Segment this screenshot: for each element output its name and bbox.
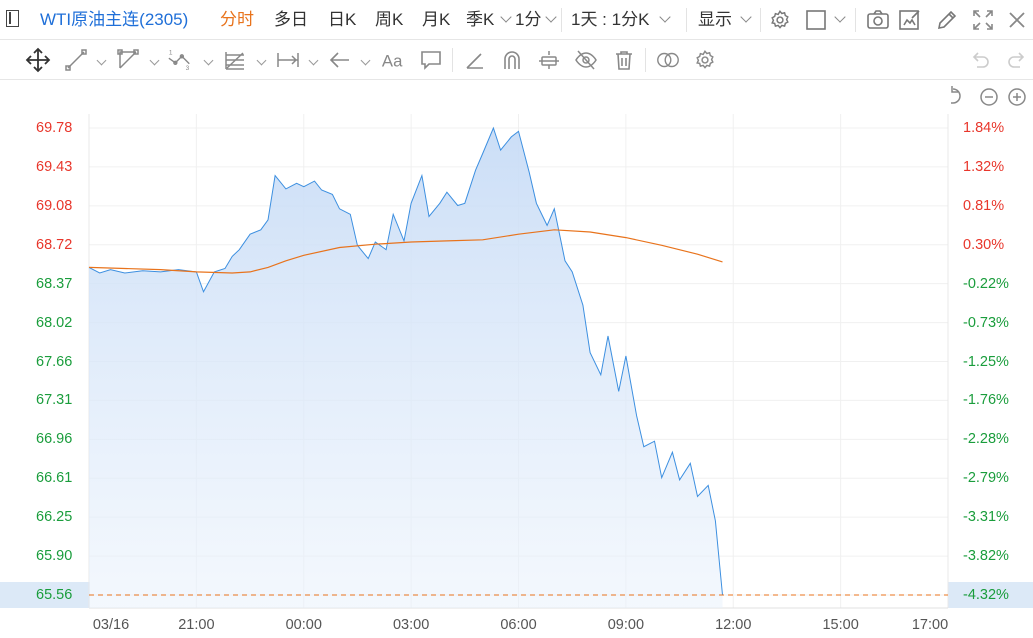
layout-square-icon[interactable] (803, 7, 829, 33)
time-tick-label: 06:00 (500, 617, 537, 633)
price-tick-label: 67.31 (36, 392, 73, 409)
percent-tick-label: -0.73% (963, 314, 1009, 331)
time-tick-label: 09:00 (607, 617, 645, 633)
comment-tool-icon[interactable] (418, 47, 444, 73)
percent-tick-label: -1.25% (963, 353, 1009, 370)
percent-tick-label: -3.31% (963, 509, 1009, 526)
chevron-down-icon[interactable] (300, 47, 326, 73)
edit-image-icon[interactable] (897, 7, 923, 33)
move-cross-icon[interactable] (25, 47, 51, 73)
tab-daily-k[interactable]: 日K (328, 10, 357, 29)
time-tick-label: 03/16 (92, 617, 130, 633)
percent-tick-label: -1.76% (963, 392, 1009, 409)
display-label: 显示 (698, 10, 732, 29)
ruler-angle-icon[interactable] (462, 47, 488, 73)
percent-tick-label: -0.22% (963, 275, 1009, 292)
svg-text:1: 1 (169, 49, 173, 56)
price-tick-label: 66.25 (36, 509, 73, 526)
range-select[interactable]: 1天 : 1分K (571, 0, 672, 40)
time-tick-label: 00:00 (285, 617, 322, 633)
price-tick-label: 68.02 (36, 314, 73, 331)
chevron-down-icon (659, 11, 672, 23)
layout-chevron-icon[interactable] (830, 0, 846, 40)
price-tick-label: 66.61 (36, 470, 73, 487)
channel-tool-icon[interactable] (115, 47, 141, 73)
time-tick-label: 12:00 (715, 617, 752, 633)
reset-zoom-icon[interactable] (951, 86, 961, 104)
svg-text:3: 3 (186, 65, 190, 72)
interval-select[interactable]: 1分 (515, 0, 558, 40)
percent-tick-label: -4.32% (963, 587, 1009, 603)
redo-icon[interactable] (1004, 47, 1030, 73)
percent-tick-label: 1.32% (963, 158, 1005, 175)
settings-gear-icon[interactable] (767, 7, 793, 33)
lock-drawings-icon[interactable] (536, 47, 562, 73)
average-price-line (88, 229, 723, 274)
symbol-title[interactable]: WTI原油主连(2305) (40, 10, 189, 29)
price-tick-label: 69.08 (36, 197, 73, 214)
range-value: 1天 : 1分K (571, 10, 650, 29)
pencil-icon[interactable] (934, 7, 960, 33)
percent-tick-label: 0.30% (963, 236, 1005, 253)
price-tick-label: 68.72 (36, 236, 73, 253)
display-select[interactable]: 显示 (698, 0, 752, 40)
percent-tick-label: -2.28% (963, 431, 1009, 448)
camera-icon[interactable] (865, 7, 891, 33)
price-tick-label: 69.78 (36, 120, 73, 136)
text-tool-icon[interactable]: Aa (381, 47, 407, 73)
time-tick-label: 15:00 (822, 617, 859, 633)
fullscreen-icon[interactable] (970, 7, 996, 33)
fibonacci-tool-icon[interactable] (222, 47, 248, 73)
chevron-down-icon[interactable] (352, 47, 378, 73)
chevron-down-icon[interactable] (248, 47, 274, 73)
price-line (88, 126, 723, 596)
arrow-tool-icon[interactable] (327, 47, 353, 73)
undo-icon[interactable] (967, 47, 993, 73)
time-tick-label: 03:00 (392, 617, 430, 633)
svg-text:Aa: Aa (382, 52, 403, 71)
tab-more-chevron-icon[interactable] (498, 0, 512, 40)
price-tick-label: 68.37 (36, 275, 73, 292)
line-tool-icon[interactable] (63, 47, 89, 73)
panel-toggle-icon[interactable] (6, 10, 19, 27)
draw-settings-gear-icon[interactable] (692, 47, 718, 73)
time-tick-label: 21:00 (178, 617, 215, 633)
price-tick-label: 67.66 (36, 353, 73, 370)
current-price-highlight-left (0, 582, 90, 608)
tab-quarterly-k[interactable]: 季K (466, 10, 495, 29)
zoom-in-icon[interactable] (1008, 88, 1026, 106)
percent-tick-label: 0.81% (963, 197, 1005, 214)
magnet-icon[interactable] (499, 47, 525, 73)
intraday-price-chart[interactable] (0, 80, 1033, 638)
tab-monthly-k[interactable]: 月K (422, 10, 451, 29)
time-tick-label: 17:00 (911, 617, 949, 633)
tab-multi-day[interactable]: 多日 (274, 10, 308, 29)
price-tick-label: 69.43 (36, 158, 73, 175)
chevron-down-icon (545, 11, 558, 23)
close-x-icon[interactable] (1004, 7, 1030, 33)
percent-tick-label: 1.84% (963, 120, 1005, 136)
chevron-down-icon[interactable] (88, 47, 114, 73)
tab-weekly-k[interactable]: 周K (375, 10, 404, 29)
tab-intraday[interactable]: 分时 (220, 10, 254, 29)
top-toolbar: WTI原油主连(2305) 分时 多日 日K 周K 月K 季K 1分 1天 : … (0, 0, 1033, 40)
price-area-fill (89, 128, 723, 608)
trash-icon[interactable] (611, 47, 637, 73)
price-tick-label: 65.56 (36, 587, 73, 603)
zoom-out-icon[interactable] (980, 88, 998, 106)
compare-icon[interactable] (655, 47, 681, 73)
measure-tool-icon[interactable] (275, 47, 301, 73)
current-price-highlight-right (948, 582, 1033, 608)
percent-tick-label: -3.82% (963, 548, 1009, 565)
interval-value: 1分 (515, 10, 542, 29)
hide-drawings-icon[interactable] (573, 47, 599, 73)
chevron-down-icon (740, 11, 752, 23)
chevron-down-icon[interactable] (195, 47, 221, 73)
price-tick-label: 65.90 (36, 548, 73, 565)
percent-tick-label: -2.79% (963, 470, 1009, 487)
chevron-down-icon[interactable] (141, 47, 167, 73)
price-tick-label: 66.96 (36, 431, 73, 448)
